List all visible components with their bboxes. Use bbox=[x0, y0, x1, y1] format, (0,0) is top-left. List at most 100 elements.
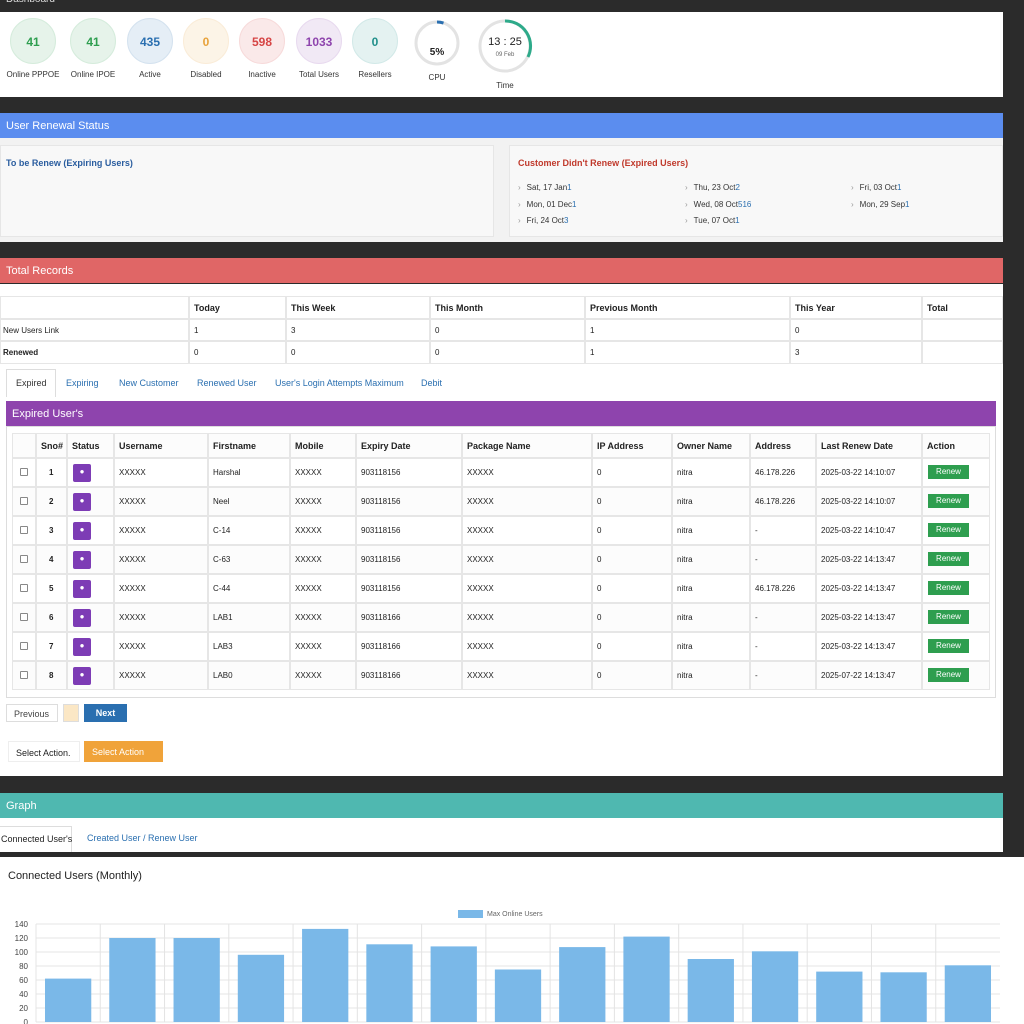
users-cell-text: nitra bbox=[677, 613, 693, 622]
graph-tab[interactable]: Connected User's bbox=[0, 826, 72, 852]
users-col-header: Expiry Date bbox=[361, 441, 411, 451]
users-cell bbox=[749, 515, 816, 545]
users-cell bbox=[921, 432, 990, 458]
row-checkbox[interactable] bbox=[20, 671, 28, 679]
users-cell-text: 5 bbox=[49, 584, 54, 593]
chart-title: Connected Users (Monthly) bbox=[8, 870, 142, 882]
stat-circle: 41 bbox=[10, 18, 56, 64]
next-button[interactable]: Next bbox=[84, 704, 127, 722]
renew-button[interactable]: Renew bbox=[928, 639, 969, 653]
users-cell bbox=[289, 660, 356, 690]
users-cell bbox=[66, 432, 114, 458]
users-cell-text: nitra bbox=[677, 497, 693, 506]
graph-tab[interactable]: Created User / Renew User bbox=[87, 833, 198, 843]
tab[interactable]: User's Login Attempts Maximum bbox=[275, 378, 404, 388]
users-cell bbox=[815, 486, 922, 516]
time-date: 09 Feb bbox=[496, 52, 515, 58]
users-cell bbox=[35, 660, 67, 690]
users-cell bbox=[355, 432, 462, 458]
records-cell bbox=[584, 318, 790, 341]
records-col-header: This Week bbox=[291, 303, 336, 313]
records-cell bbox=[285, 340, 430, 364]
tab[interactable]: Debit bbox=[421, 378, 443, 388]
tab[interactable]: New Customer bbox=[119, 378, 179, 388]
users-cell-text: 903118156 bbox=[361, 555, 401, 564]
records-cell bbox=[789, 318, 922, 341]
users-cell bbox=[591, 486, 672, 516]
users-cell bbox=[671, 544, 750, 574]
users-cell bbox=[591, 573, 672, 603]
row-checkbox[interactable] bbox=[20, 468, 28, 476]
users-cell-text: 0 bbox=[597, 584, 602, 593]
users-cell-text: XXXXX bbox=[467, 526, 494, 535]
expired-date: Mon, 01 Dec bbox=[526, 199, 573, 209]
cpu-label: CPU bbox=[429, 73, 446, 82]
y-tick-label: 40 bbox=[19, 990, 28, 999]
users-cell bbox=[461, 573, 592, 603]
expired-date: Tue, 07 Oct bbox=[693, 216, 736, 225]
tab[interactable]: Expired bbox=[16, 378, 47, 388]
users-cell-text: nitra bbox=[677, 584, 693, 593]
renew-button[interactable]: Renew bbox=[928, 581, 969, 595]
row-checkbox[interactable] bbox=[20, 613, 28, 621]
users-cell bbox=[35, 486, 67, 516]
users-cell-text: Harshal bbox=[213, 468, 241, 477]
users-cell bbox=[207, 457, 290, 487]
time-value: 13 : 25 bbox=[488, 36, 522, 48]
stat-circle: 0 bbox=[183, 18, 229, 64]
users-cell-text: XXXXX bbox=[119, 642, 146, 651]
expired-count: 3 bbox=[564, 216, 569, 225]
users-cell-text: nitra bbox=[677, 468, 693, 477]
users-cell bbox=[749, 486, 816, 516]
action-select[interactable]: Select Action. bbox=[8, 741, 80, 762]
expired-count: 1 bbox=[897, 183, 902, 192]
renew-button[interactable]: Renew bbox=[928, 465, 969, 479]
row-checkbox[interactable] bbox=[20, 526, 28, 534]
page-box[interactable] bbox=[63, 704, 79, 722]
records-cell bbox=[789, 340, 922, 364]
records-col-header: Previous Month bbox=[590, 303, 658, 313]
users-cell bbox=[749, 660, 816, 690]
top-bar: Dashboard bbox=[0, 0, 1003, 12]
expired-item: › Wed, 08 Oct516 bbox=[685, 200, 751, 209]
records-value: 0 bbox=[194, 348, 199, 357]
renew-button[interactable]: Renew bbox=[928, 523, 969, 537]
users-cell bbox=[113, 631, 208, 661]
bullet: › bbox=[685, 216, 688, 225]
users-cell bbox=[815, 660, 922, 690]
status-icon: ● bbox=[73, 493, 91, 511]
row-checkbox[interactable] bbox=[20, 555, 28, 563]
records-cell bbox=[188, 295, 286, 319]
tab[interactable]: Expiring bbox=[66, 378, 99, 388]
bullet: › bbox=[518, 199, 521, 209]
users-cell bbox=[35, 602, 67, 632]
previous-button[interactable]: Previous bbox=[6, 704, 58, 722]
renew-button[interactable]: Renew bbox=[928, 494, 969, 508]
users-cell bbox=[461, 432, 592, 458]
renew-button[interactable]: Renew bbox=[928, 668, 969, 682]
renew-button[interactable]: Renew bbox=[928, 610, 969, 624]
expired-item: › Tue, 07 Oct1 bbox=[685, 216, 740, 225]
records-col-header: This Year bbox=[795, 303, 835, 313]
records-cell bbox=[789, 295, 922, 319]
users-cell bbox=[289, 602, 356, 632]
users-cell bbox=[113, 573, 208, 603]
users-cell-text: XXXXX bbox=[119, 497, 146, 506]
action-button[interactable]: Select Action bbox=[84, 741, 163, 762]
y-tick-label: 0 bbox=[24, 1018, 29, 1024]
row-checkbox[interactable] bbox=[20, 497, 28, 505]
expired-count: 516 bbox=[738, 199, 752, 209]
users-cell bbox=[591, 544, 672, 574]
users-cell-text: XXXXX bbox=[467, 642, 494, 651]
users-cell-text: XXXXX bbox=[295, 497, 322, 506]
bar bbox=[430, 946, 477, 1022]
tab[interactable]: Renewed User bbox=[197, 378, 257, 388]
renew-button[interactable]: Renew bbox=[928, 552, 969, 566]
users-cell bbox=[671, 602, 750, 632]
records-cell bbox=[0, 340, 189, 364]
row-checkbox[interactable] bbox=[20, 584, 28, 592]
users-cell bbox=[461, 544, 592, 574]
stat-circle: 41 bbox=[70, 18, 116, 64]
records-value: 0 bbox=[795, 326, 800, 335]
row-checkbox[interactable] bbox=[20, 642, 28, 650]
